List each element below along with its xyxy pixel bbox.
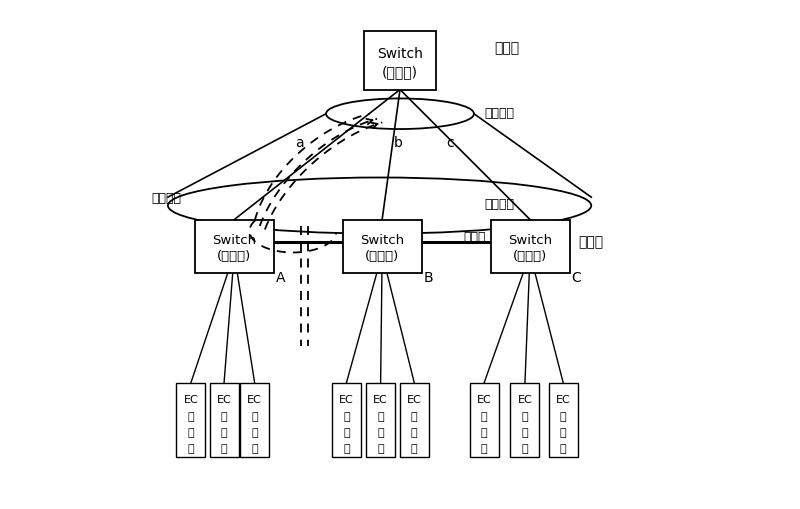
Text: Switch: Switch [360,234,404,246]
Text: Switch: Switch [377,46,423,61]
Text: 码: 码 [251,428,258,437]
Text: 编: 编 [221,411,227,421]
Text: 码: 码 [481,428,487,437]
Text: 码: 码 [411,428,418,437]
Text: EC: EC [407,394,422,404]
Bar [400,383,429,457]
Text: EC: EC [518,394,532,404]
Text: 器: 器 [560,443,566,453]
Text: (交换机): (交换机) [217,250,251,263]
Text: 堆叠线: 堆叠线 [464,230,486,243]
Ellipse shape [168,178,591,234]
Text: EC: EC [556,394,570,404]
Bar [470,383,498,457]
Text: 编: 编 [251,411,258,421]
Text: 器: 器 [378,443,384,453]
Text: EC: EC [477,394,491,404]
Text: 器: 器 [343,443,350,453]
Text: 器: 器 [481,443,487,453]
Text: Switch: Switch [508,234,552,246]
Text: 接入层: 接入层 [578,235,604,249]
Bar [510,383,539,457]
Text: B: B [423,270,433,285]
Text: 链路聚合: 链路聚合 [484,106,514,120]
Text: EC: EC [339,394,354,404]
Ellipse shape [326,99,474,130]
Text: C: C [571,270,581,285]
Bar [240,383,269,457]
Text: b: b [394,135,402,150]
Bar [366,383,395,457]
Text: 编: 编 [378,411,384,421]
Text: 编: 编 [560,411,566,421]
Text: EC: EC [247,394,262,404]
Text: 编: 编 [187,411,194,421]
Bar [210,383,238,457]
Text: A: A [275,270,285,285]
Text: EC: EC [183,394,198,404]
Text: 码: 码 [378,428,384,437]
Bar [176,383,206,457]
Text: Switch: Switch [212,234,256,246]
Text: 编: 编 [343,411,350,421]
Text: 器: 器 [221,443,227,453]
Bar [549,383,578,457]
Text: 编: 编 [522,411,528,421]
Text: 器: 器 [522,443,528,453]
Bar [364,32,436,91]
Text: 设备堆叠: 设备堆叠 [151,192,181,205]
Text: 码: 码 [522,428,528,437]
Bar [342,220,422,274]
Text: 器: 器 [411,443,418,453]
Text: 码: 码 [221,428,227,437]
Text: 汇聚层: 汇聚层 [494,41,519,55]
Bar [194,220,274,274]
Text: (交换机): (交换机) [382,65,418,78]
Text: a: a [295,135,304,150]
Text: 码: 码 [187,428,194,437]
Text: 码: 码 [560,428,566,437]
Text: (交换机): (交换机) [513,250,547,263]
Text: EC: EC [374,394,388,404]
Text: 器: 器 [251,443,258,453]
Text: 码: 码 [343,428,350,437]
Text: 编: 编 [481,411,487,421]
Text: 链路聚合: 链路聚合 [484,197,514,210]
Text: c: c [446,135,454,150]
Bar [490,220,570,274]
Bar [332,383,361,457]
Text: EC: EC [217,394,231,404]
Text: 编: 编 [411,411,418,421]
Text: (交换机): (交换机) [365,250,399,263]
Text: 器: 器 [187,443,194,453]
